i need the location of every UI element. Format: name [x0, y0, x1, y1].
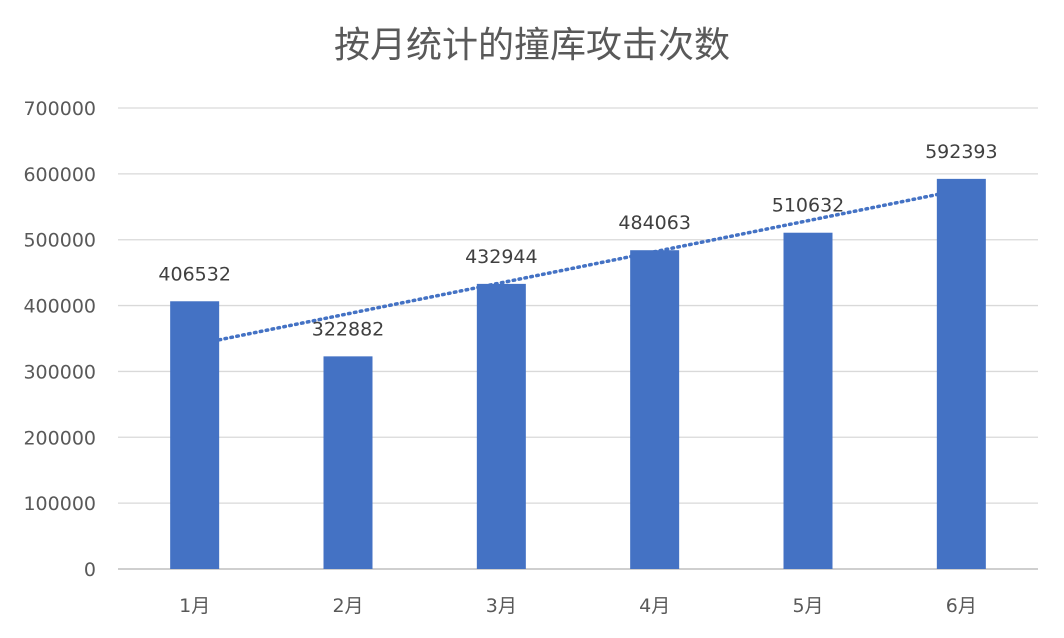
bar: [476, 283, 526, 569]
data-label: 484063: [618, 212, 691, 234]
y-tick-label: 0: [84, 559, 96, 581]
bar: [783, 232, 833, 570]
y-tick-label: 500000: [23, 230, 96, 252]
x-tick-label: 1月: [179, 595, 210, 617]
gridlines: [118, 107, 1038, 570]
trendline-layer: [217, 192, 939, 342]
x-tick-label: 4月: [639, 595, 670, 617]
x-axis-ticks: 1月 2月 3月 4月 5月 6月: [179, 595, 977, 617]
bar: [323, 356, 373, 569]
bar: [936, 178, 986, 570]
data-label: 592393: [925, 141, 998, 163]
data-label: 322882: [312, 318, 385, 340]
x-tick-label: 3月: [486, 595, 517, 617]
y-tick-label: 400000: [23, 296, 96, 318]
data-label: 432944: [465, 246, 538, 268]
bars: [170, 178, 986, 570]
data-label: 406532: [158, 263, 231, 285]
x-tick-label: 5月: [792, 595, 823, 617]
data-labels: 406532 322882 432944 484063 510632 592393: [158, 141, 997, 340]
y-tick-label: 700000: [23, 98, 96, 120]
x-tick-label: 2月: [332, 595, 363, 617]
bar: [170, 301, 220, 569]
bar: [630, 250, 680, 569]
chart-title: 按月统计的撞库攻击次数: [334, 25, 730, 66]
trendline: [217, 192, 939, 342]
y-tick-label: 100000: [23, 493, 96, 515]
y-tick-label: 600000: [23, 164, 96, 186]
y-tick-label: 300000: [23, 361, 96, 383]
y-axis-ticks: 0 100000 200000 300000 400000 500000 600000 700…: [23, 98, 96, 581]
x-tick-label: 6月: [946, 595, 977, 617]
data-label: 510632: [772, 195, 845, 217]
y-tick-label: 200000: [23, 427, 96, 449]
